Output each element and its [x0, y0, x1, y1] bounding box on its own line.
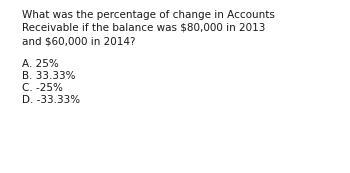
Text: and $60,000 in 2014?: and $60,000 in 2014? [22, 36, 135, 46]
Text: D. -33.33%: D. -33.33% [22, 95, 80, 105]
Text: B. 33.33%: B. 33.33% [22, 71, 76, 81]
Text: C. -25%: C. -25% [22, 83, 63, 93]
Text: What was the percentage of change in Accounts: What was the percentage of change in Acc… [22, 10, 275, 20]
Text: Receivable if the balance was $80,000 in 2013: Receivable if the balance was $80,000 in… [22, 23, 265, 33]
Text: A. 25%: A. 25% [22, 59, 59, 69]
